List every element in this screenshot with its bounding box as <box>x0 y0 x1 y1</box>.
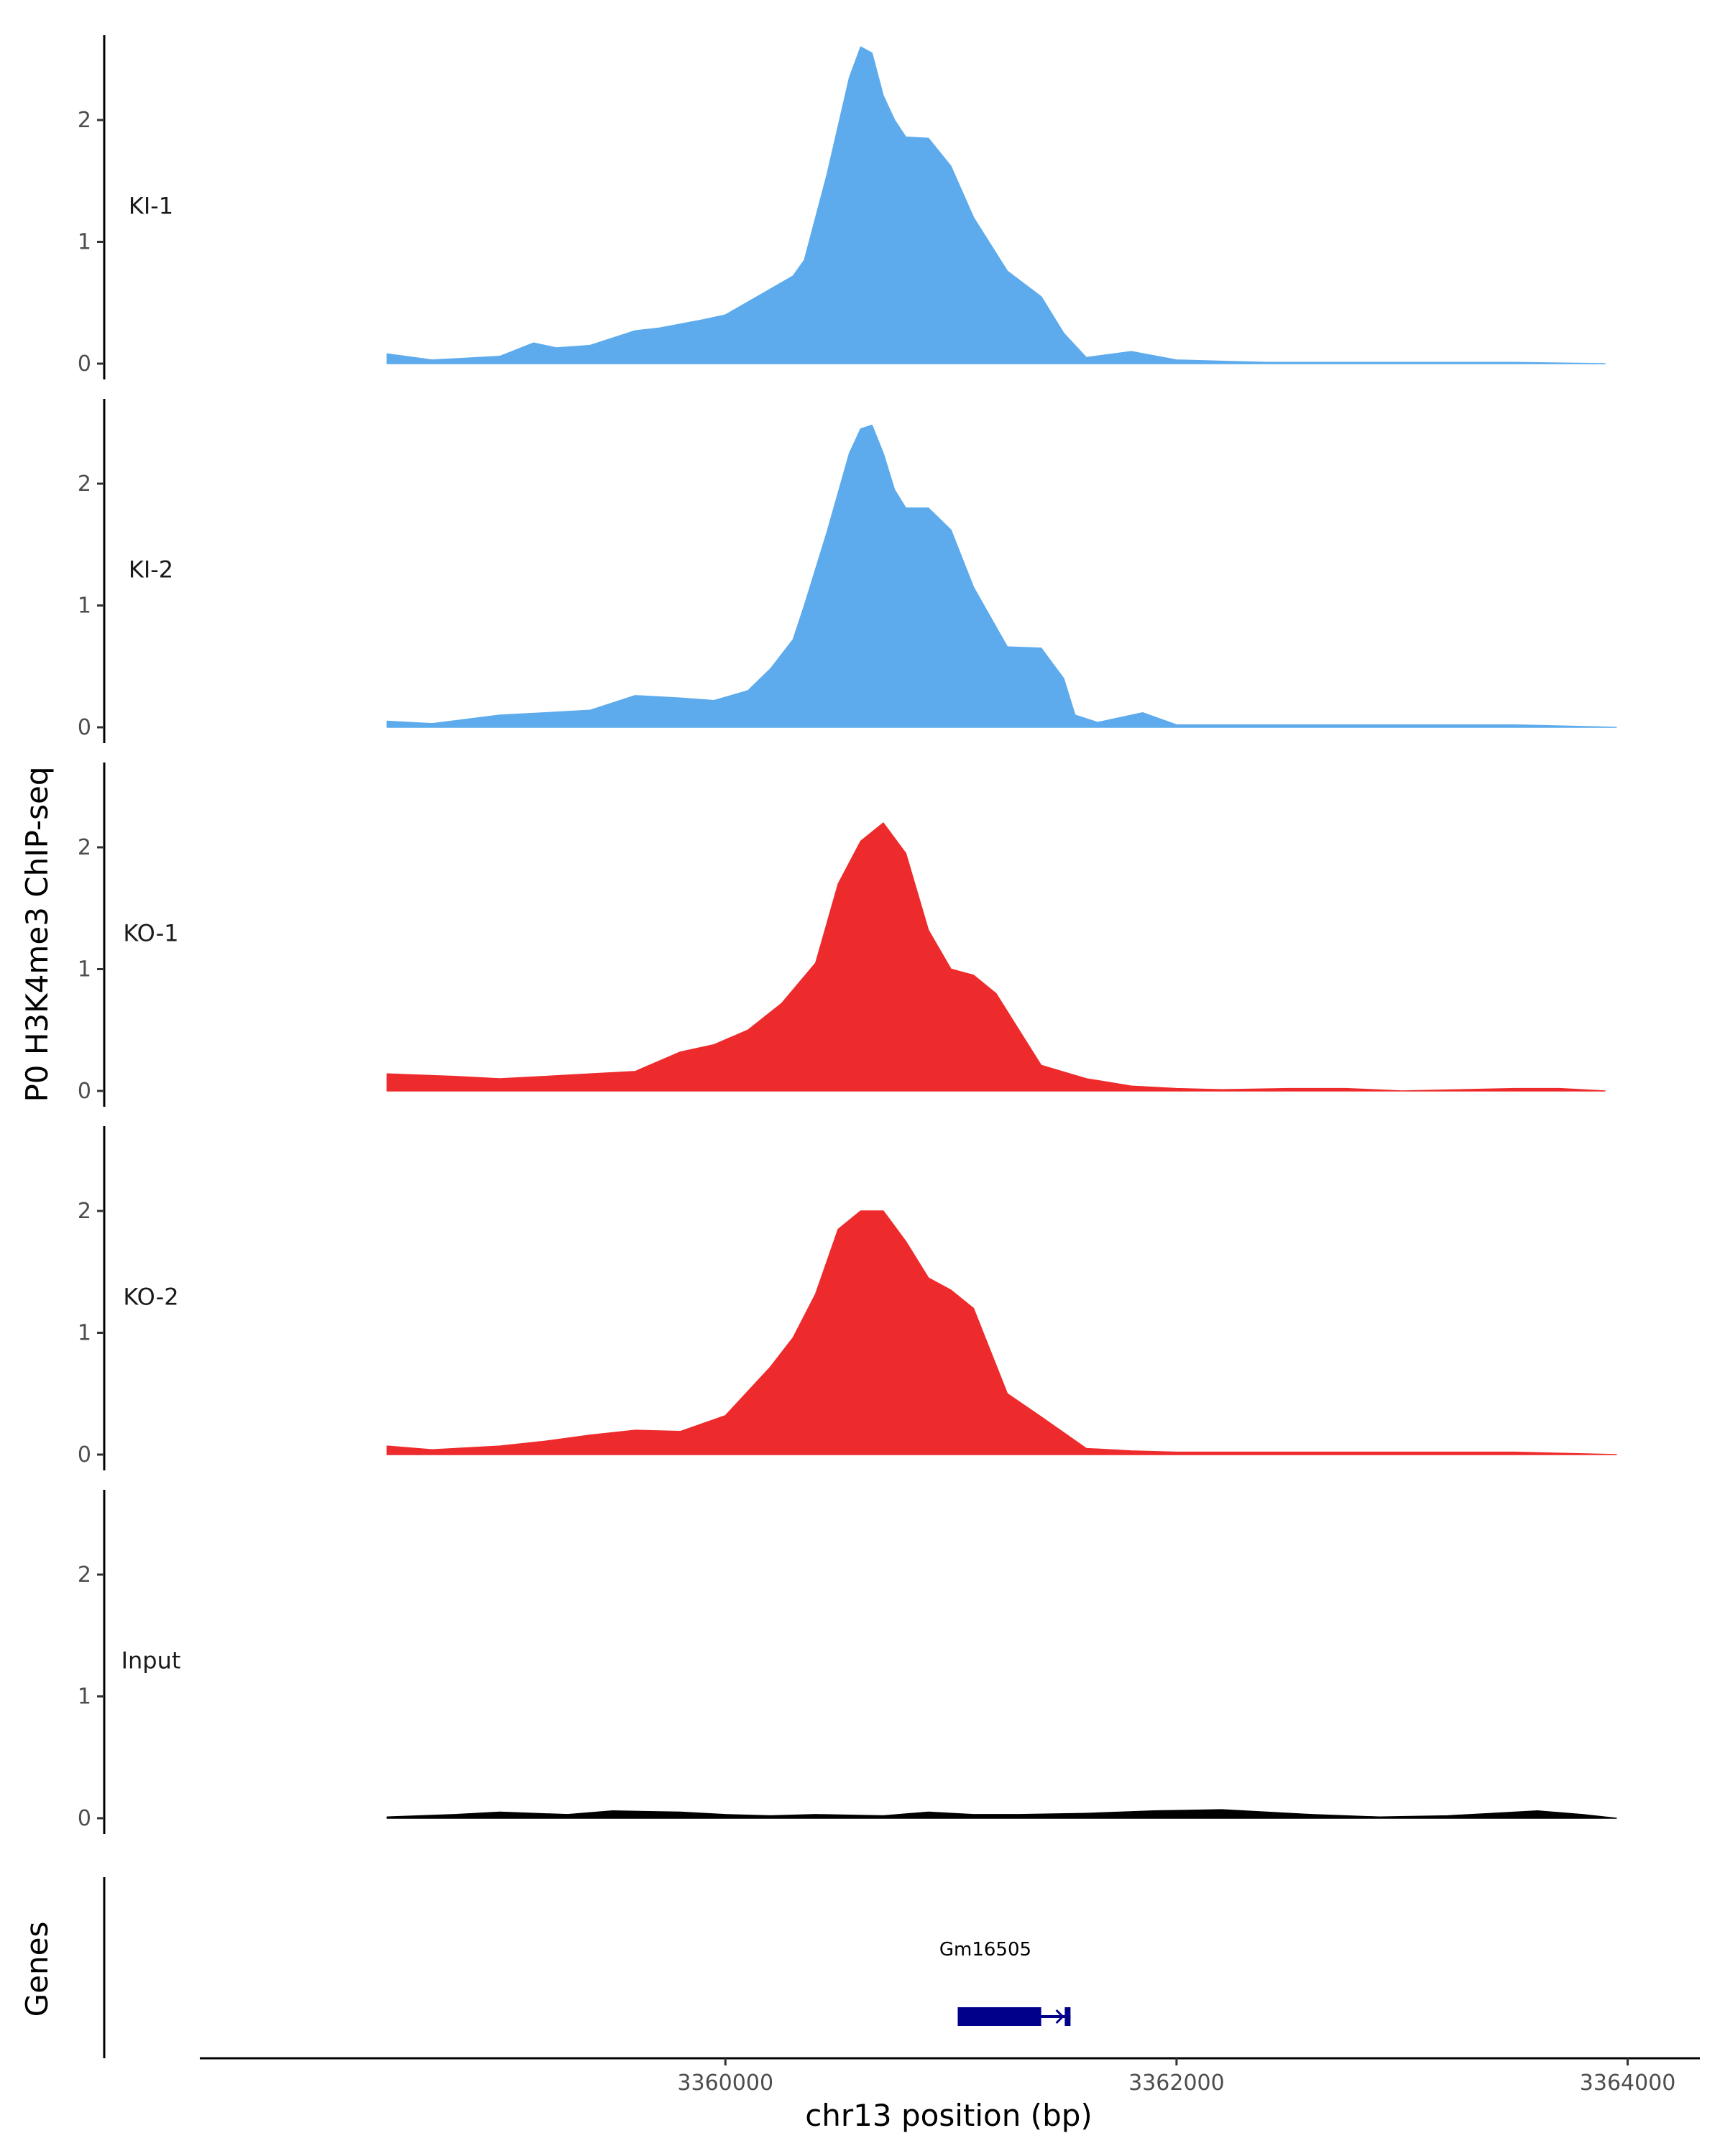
y-tick-label: 1 <box>78 957 91 982</box>
strand-arrow <box>1055 2009 1064 2024</box>
track-ko-2: 0 1 2 KO-2 <box>78 1126 1617 1470</box>
y-tick-label: 0 <box>78 351 91 377</box>
track-label: KI-2 <box>129 556 173 584</box>
y-tick-label: 1 <box>78 594 91 619</box>
y-tick-label: 2 <box>78 471 91 497</box>
genes-track-title: Genes <box>19 1922 55 2017</box>
x-tick-label: 3362000 <box>1128 2070 1225 2096</box>
coverage-tracks: 0 1 2 KI-1 0 1 2 KI-2 0 1 2 KO-1 0 1 2 KO-2 0 1 2 Input <box>78 35 1617 1834</box>
gene-exon-thick <box>957 2007 1041 2026</box>
y-tick-label: 2 <box>78 1199 91 1224</box>
genes-panel: Gm16505 <box>103 1877 1071 2058</box>
track-label: KO-1 <box>123 920 178 947</box>
y-tick-label: 2 <box>78 108 91 133</box>
coverage-area-ko-1 <box>386 822 1606 1092</box>
gene-label: Gm16505 <box>939 1939 1031 1961</box>
y-tick-label: 1 <box>78 230 91 255</box>
x-tick-label: 3364000 <box>1580 2070 1676 2096</box>
y-tick-label: 2 <box>78 1562 91 1588</box>
y-tick-label: 1 <box>78 1685 91 1710</box>
y-tick-label: 0 <box>78 1079 91 1104</box>
track-ko-1: 0 1 2 KO-1 <box>78 763 1606 1107</box>
track-ki-1: 0 1 2 KI-1 <box>78 35 1606 379</box>
y-tick-label: 0 <box>78 1442 91 1468</box>
y-tick-label: 0 <box>78 1806 91 1831</box>
x-axis: 3360000 3362000 3364000 <box>200 2057 1700 2096</box>
y-tick-label: 1 <box>78 1321 91 1346</box>
x-tick-label: 3360000 <box>677 2070 773 2096</box>
gene-exon-end <box>1064 2007 1071 2026</box>
coverage-area-ko-2 <box>386 1210 1617 1455</box>
gene-gm16505: Gm16505 <box>939 1939 1071 2026</box>
strand-arrow <box>957 2009 967 2024</box>
x-axis-title: chr13 position (bp) <box>805 2098 1092 2133</box>
track-label: KO-2 <box>123 1284 178 1311</box>
coverage-area-ki-1 <box>386 46 1606 364</box>
track-label: KI-1 <box>129 193 173 220</box>
y-axis-title: P0 H3K4me3 ChIP-seq <box>19 766 55 1102</box>
y-tick-label: 2 <box>78 835 91 860</box>
coverage-area-input <box>386 1809 1617 1819</box>
track-ki-2: 0 1 2 KI-2 <box>78 399 1617 743</box>
track-label: Input <box>121 1647 181 1674</box>
track-input: 0 1 2 Input <box>78 1490 1617 1834</box>
coverage-area-ki-2 <box>386 424 1617 728</box>
y-tick-label: 0 <box>78 715 91 740</box>
